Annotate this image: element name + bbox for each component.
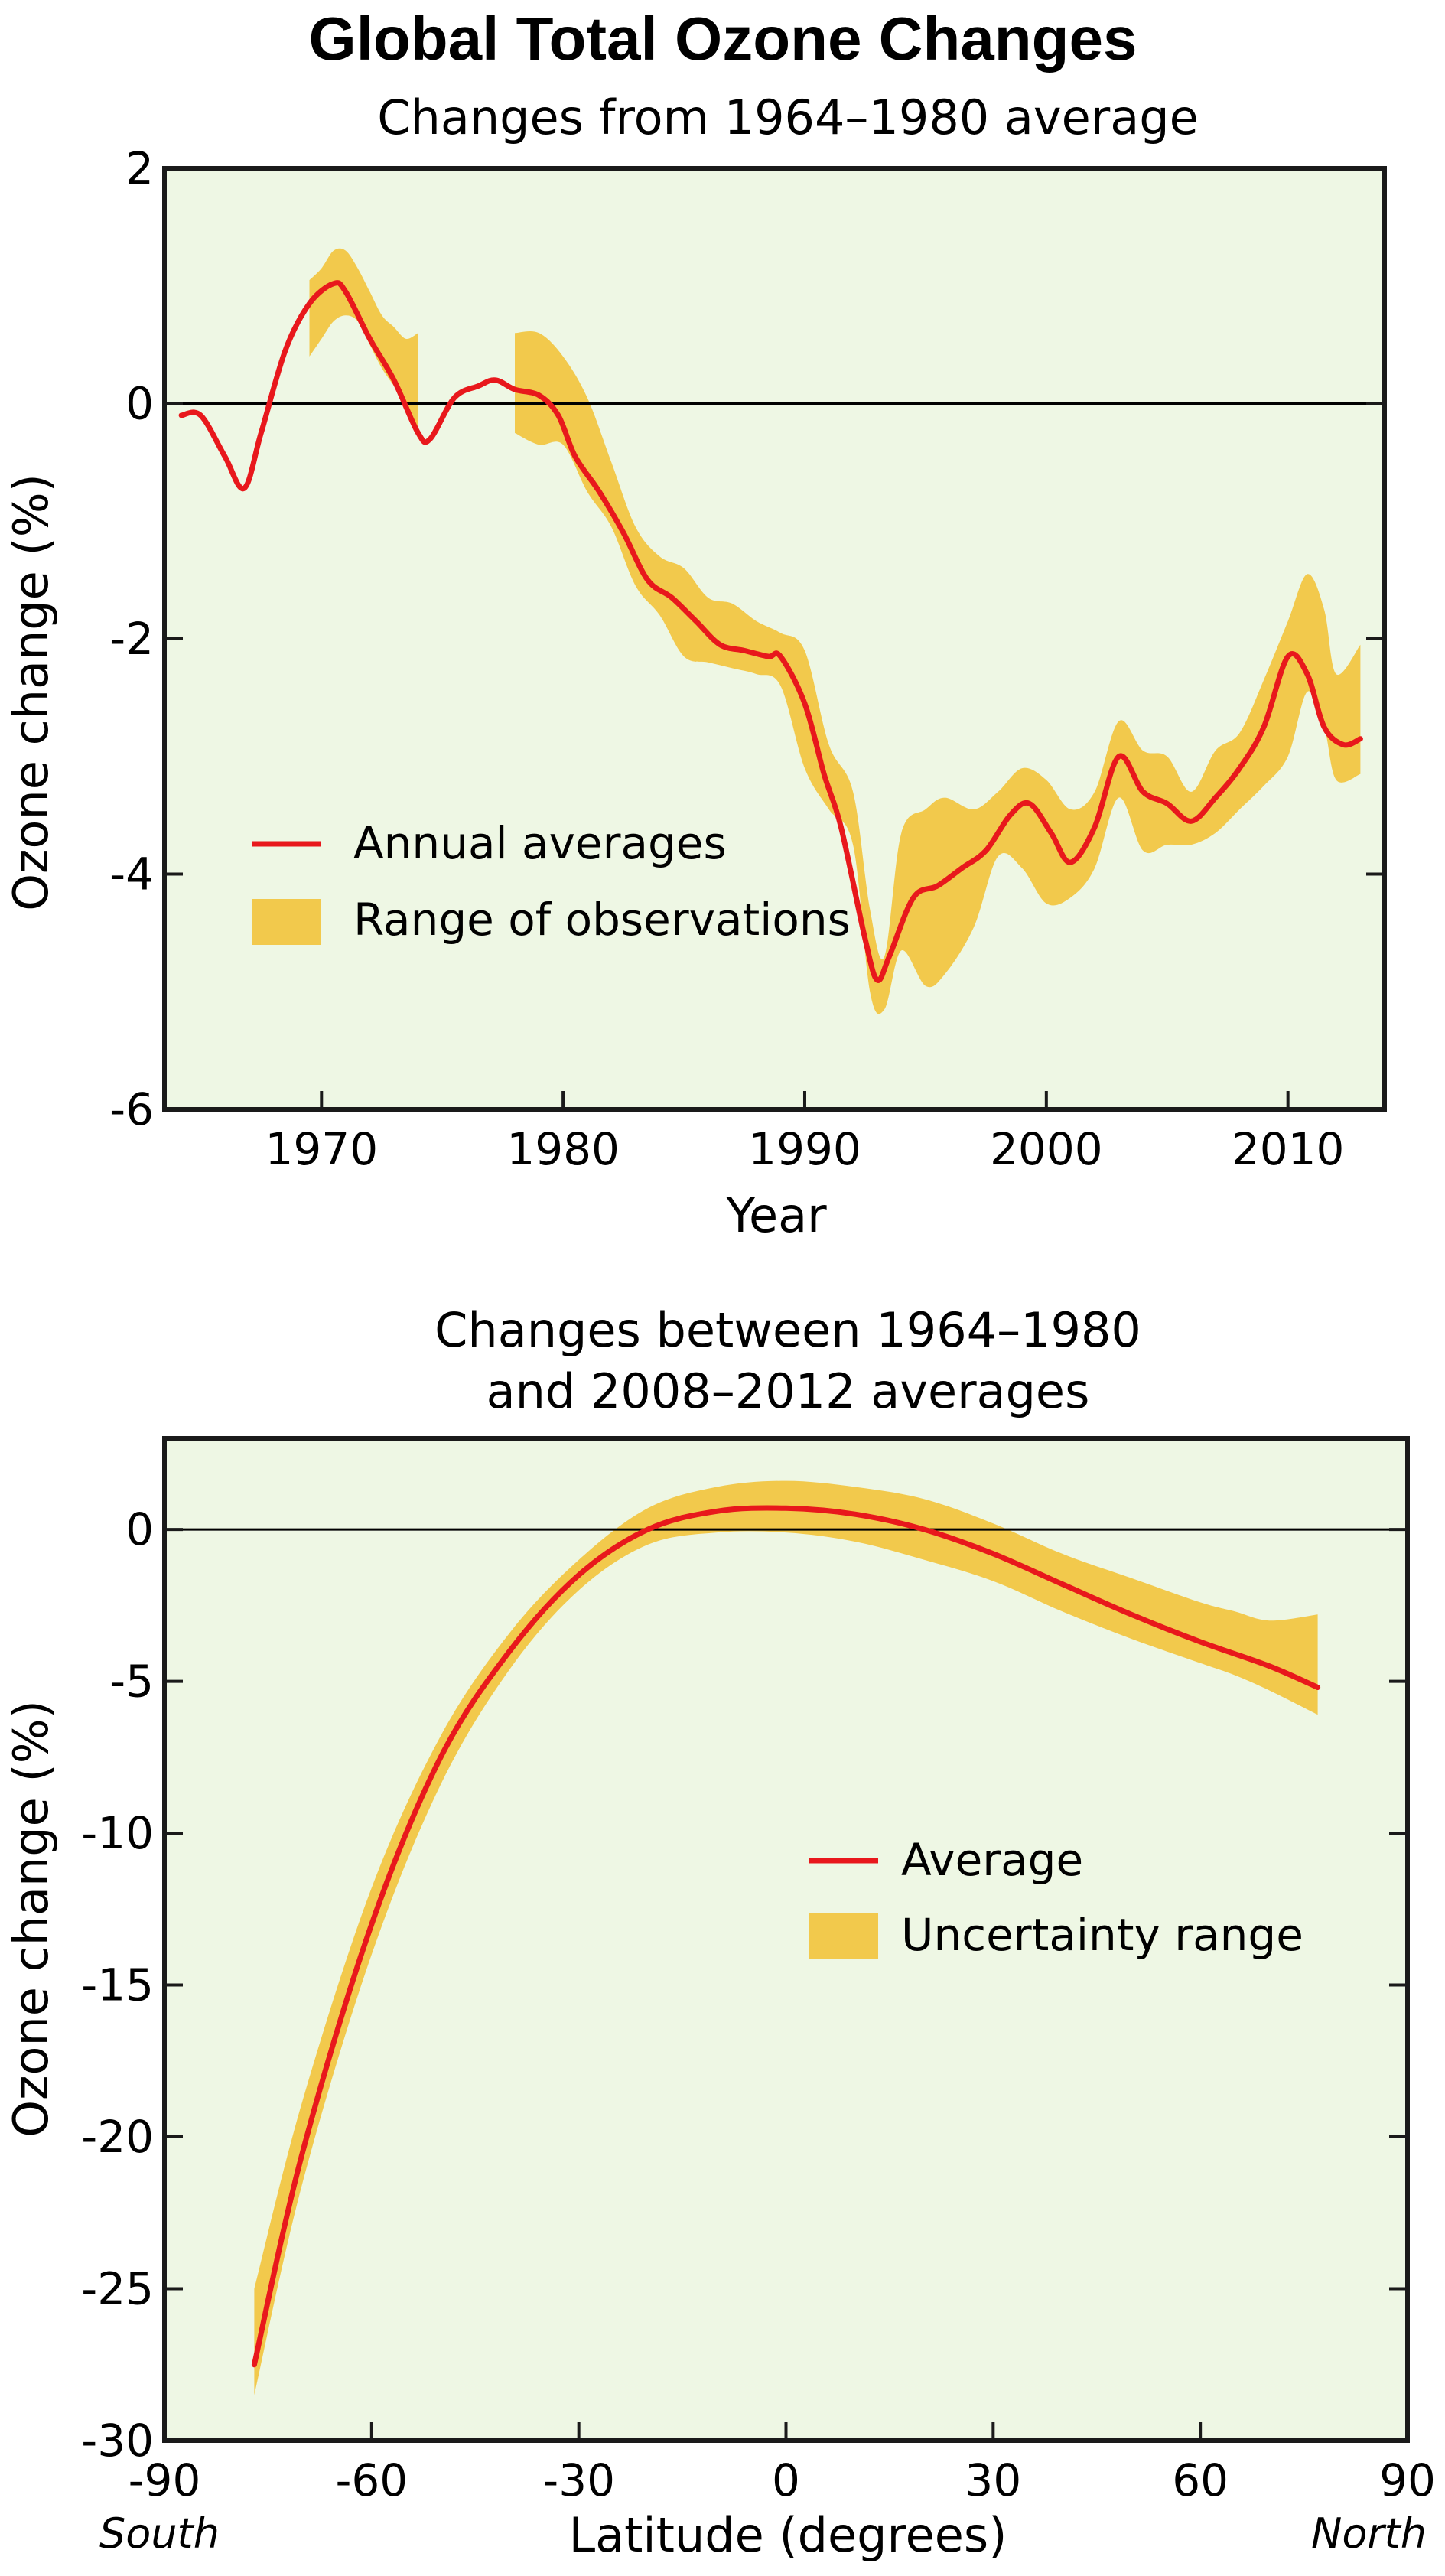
chart2-x-tick-label: 0	[772, 2454, 800, 2506]
chart-latitude: Changes between 1964–1980 and 2008–2012 a…	[3, 1302, 1436, 2563]
chart1-x-tick-label: 1980	[506, 1123, 620, 1175]
chart1-legend: Annual averages Range of observations	[252, 817, 851, 946]
north-label: North	[1311, 2509, 1427, 2558]
chart2-y-tick-label: -10	[81, 1807, 154, 1859]
chart1-x-tick-label: 2000	[990, 1123, 1103, 1175]
legend-swatch-band	[809, 1913, 878, 1959]
chart2-y-tick-label: -5	[109, 1656, 154, 1708]
chart2-x-tick-label: 90	[1379, 2454, 1436, 2506]
chart1-x-axis-label: Year	[725, 1187, 827, 1243]
chart2-title-line: Changes between 1964–1980	[434, 1302, 1141, 1358]
legend-label-uncertainty-range: Uncertainty range	[901, 1909, 1303, 1961]
chart2-y-axis-label: Ozone change (%)	[3, 1700, 59, 2138]
legend-label-annual-averages: Annual averages	[353, 817, 727, 869]
chart2-x-axis-label: Latitude (degrees)	[569, 2507, 1007, 2563]
chart2-y-tick-label: -30	[81, 2415, 154, 2467]
legend-label-average: Average	[901, 1834, 1083, 1886]
legend-label-range-of-observations: Range of observations	[353, 894, 851, 946]
legend-swatch-band	[252, 899, 321, 945]
figure-title: Global Total Ozone Changes	[308, 5, 1137, 73]
chart2-y-axis: 0 -5 -10 -15 -20 -25 -30	[81, 1503, 1408, 2467]
chart2-y-tick-label: -25	[81, 2263, 154, 2315]
chart-year: Changes from 1964–1980 average 20-2-4-6 …	[3, 90, 1387, 1243]
chart1-range-band-segment	[515, 331, 1361, 1014]
chart1-x-axis: 1970 1980 1990 2000 2010	[265, 1091, 1344, 1175]
chart1-y-tick-label: -4	[109, 848, 154, 900]
chart1-x-tick-label: 2010	[1232, 1123, 1345, 1175]
chart2-x-tick-label: -30	[542, 2454, 615, 2506]
chart2-y-tick-label: -20	[81, 2111, 154, 2163]
chart1-range-band-segment	[309, 248, 418, 439]
chart1-range-band	[309, 248, 1361, 1014]
chart2-x-axis: -90 -60 -30 0 30 60 90	[129, 2422, 1436, 2506]
chart1-annual-average-line	[178, 280, 1363, 983]
chart2-title: Changes between 1964–1980 and 2008–2012 a…	[434, 1302, 1141, 1419]
chart1-y-axis: 2 0 -2 -4 -6	[109, 142, 1385, 1135]
chart1-y-axis-label: Ozone change (%)	[3, 474, 59, 911]
chart2-x-tick-label: 60	[1172, 2454, 1229, 2506]
chart1-y-tick-label: 0	[125, 378, 154, 430]
chart1-x-tick-label: 1990	[748, 1123, 861, 1175]
chart2-x-tick-label: 30	[965, 2454, 1021, 2506]
chart2-title-line: and 2008–2012 averages	[487, 1363, 1090, 1419]
chart2-x-tick-label: -90	[129, 2454, 201, 2506]
chart1-x-tick-label: 1970	[265, 1123, 378, 1175]
chart1-y-tick-label: 2	[125, 142, 154, 194]
chart2-y-tick-label: -15	[81, 1959, 154, 2011]
chart1-y-tick-label: -2	[109, 613, 154, 665]
chart1-title: Changes from 1964–1980 average	[377, 90, 1198, 145]
chart2-legend: Average Uncertainty range	[809, 1834, 1303, 1961]
chart2-x-tick-label: -60	[335, 2454, 408, 2506]
chart2-average-line	[251, 1505, 1321, 2368]
chart1-y-tick-label: -6	[109, 1083, 154, 1135]
chart2-y-tick-label: 0	[125, 1503, 154, 1555]
south-label: South	[99, 2509, 220, 2558]
